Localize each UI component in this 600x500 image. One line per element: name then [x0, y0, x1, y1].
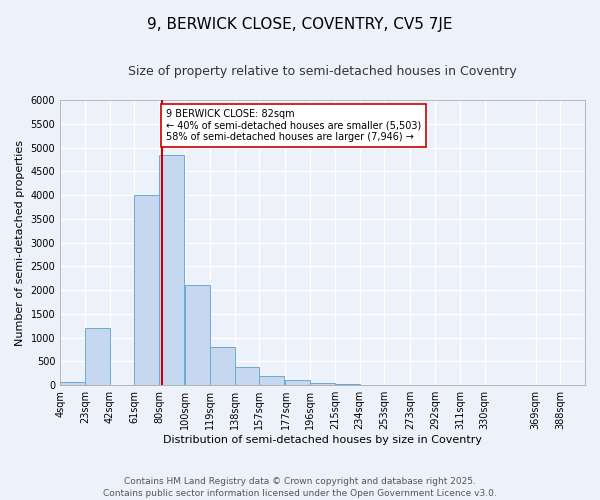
Y-axis label: Number of semi-detached properties: Number of semi-detached properties: [15, 140, 25, 346]
Text: 9 BERWICK CLOSE: 82sqm
← 40% of semi-detached houses are smaller (5,503)
58% of : 9 BERWICK CLOSE: 82sqm ← 40% of semi-det…: [166, 108, 421, 142]
Bar: [259, 376, 284, 385]
Text: 9, BERWICK CLOSE, COVENTRY, CV5 7JE: 9, BERWICK CLOSE, COVENTRY, CV5 7JE: [147, 18, 453, 32]
X-axis label: Distribution of semi-detached houses by size in Coventry: Distribution of semi-detached houses by …: [163, 435, 482, 445]
Bar: [134, 195, 159, 385]
Bar: [210, 347, 235, 385]
Bar: [235, 368, 259, 385]
Text: Contains HM Land Registry data © Crown copyright and database right 2025.
Contai: Contains HM Land Registry data © Crown c…: [103, 476, 497, 498]
Bar: [185, 286, 210, 385]
Bar: [85, 328, 110, 385]
Bar: [335, 384, 359, 385]
Bar: [60, 382, 85, 385]
Bar: [286, 380, 310, 385]
Bar: [310, 382, 335, 385]
Title: Size of property relative to semi-detached houses in Coventry: Size of property relative to semi-detach…: [128, 65, 517, 78]
Bar: [159, 154, 184, 385]
